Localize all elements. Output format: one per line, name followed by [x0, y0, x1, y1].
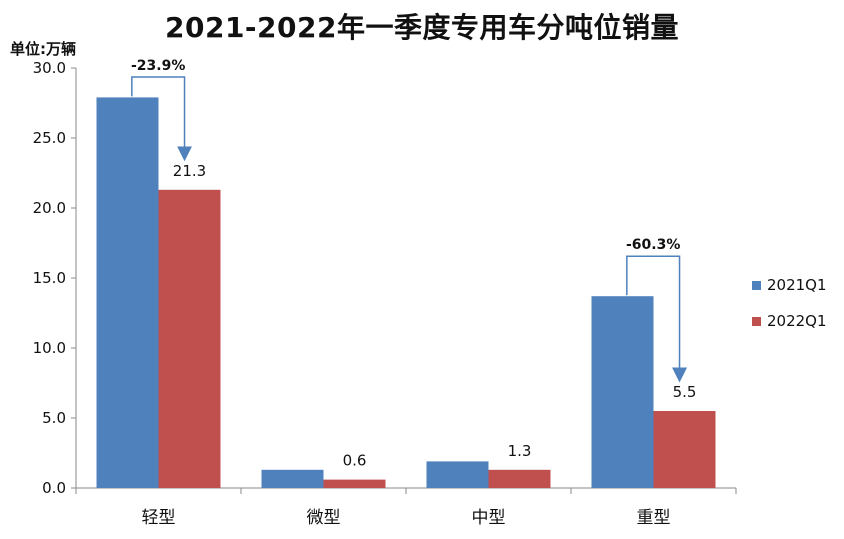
- annotation-label: -23.9%: [131, 58, 185, 74]
- y-tick-label: 30.0: [33, 59, 66, 77]
- data-label: 1.3: [508, 442, 532, 460]
- x-category-label: 中型: [472, 508, 506, 528]
- annotation-arrow: [131, 76, 193, 162]
- y-tick-label: 0.0: [42, 479, 66, 497]
- bar-2022q1-2: [488, 469, 551, 488]
- y-tick-label: 15.0: [33, 269, 66, 287]
- bar-2021q1-3: [591, 296, 654, 488]
- legend: 2021Q1 2022Q1: [752, 274, 844, 346]
- bar-2022q1-3: [653, 411, 716, 488]
- legend-swatch-2022q1: [752, 316, 761, 326]
- bar-2022q1-0: [158, 189, 221, 489]
- y-tick-label: 5.0: [42, 409, 66, 427]
- bar-2022q1-1: [323, 479, 386, 488]
- unit-label: 单位:万辆: [10, 40, 76, 58]
- legend-item-2021q1: 2021Q1: [752, 274, 844, 296]
- bar-2021q1-1: [261, 469, 324, 488]
- legend-label-2021q1: 2021Q1: [767, 276, 827, 294]
- x-category-label: 重型: [637, 508, 671, 528]
- annotation-arrow: [626, 255, 688, 383]
- y-tick-label: 25.0: [33, 129, 66, 147]
- bar-2021q1-2: [426, 461, 489, 488]
- x-category-label: 轻型: [142, 508, 176, 528]
- annotation-label: -60.3%: [626, 237, 680, 253]
- bar-2021q1-0: [96, 97, 159, 489]
- legend-label-2022q1: 2022Q1: [767, 312, 827, 330]
- y-tick-label: 10.0: [33, 339, 66, 357]
- y-tick-label: 20.0: [33, 199, 66, 217]
- chart-title: 2021-2022年一季度专用车分吨位销量: [165, 11, 679, 44]
- legend-swatch-2021q1: [752, 280, 761, 290]
- data-label: 0.6: [343, 452, 367, 470]
- x-category-label: 微型: [307, 508, 341, 528]
- legend-item-2022q1: 2022Q1: [752, 310, 844, 332]
- data-label: 21.3: [173, 162, 206, 180]
- data-label: 5.5: [673, 383, 697, 401]
